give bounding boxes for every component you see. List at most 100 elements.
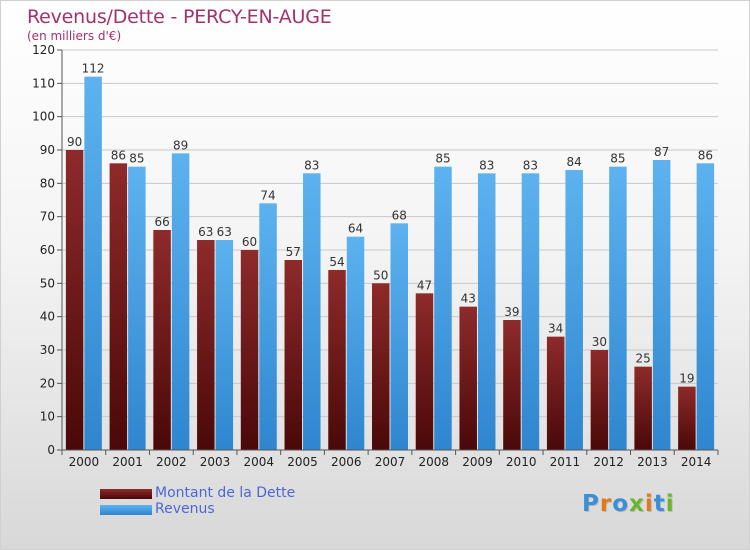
x-tick-label: 2006 [331,455,362,469]
y-tick-label: 110 [32,76,55,90]
legend-label-debt: Montant de la Dette [155,485,296,501]
x-tick-label: 2012 [593,455,624,469]
data-label-debt: 86 [111,148,126,162]
bar-debt [328,270,346,450]
bar-debt [153,230,171,450]
bar-revenue [434,166,452,450]
bar-revenue [477,173,496,451]
data-label-revenue: 64 [348,222,363,236]
x-tick-label: 2013 [637,455,668,469]
bar-revenue [521,173,540,451]
data-label-revenue: 89 [173,138,188,152]
x-tick-label: 2004 [244,455,275,469]
legend-swatch-debt [100,489,152,499]
logo-letter: x [629,491,645,517]
logo-letter: t [653,491,666,517]
data-label-revenue: 86 [698,148,713,162]
bar-debt [546,336,565,450]
data-label-revenue: 85 [610,152,625,166]
bar-debt [503,320,521,450]
x-tick-label: 2010 [506,455,537,469]
bar-revenue [84,76,102,451]
chart-title: Revenus/Dette - PERCY-EN-AUGE [27,6,332,28]
data-label-revenue: 74 [260,188,275,202]
data-label-debt: 57 [286,245,301,259]
data-label-debt: 30 [592,335,607,349]
data-label-revenue: 87 [654,145,669,159]
y-tick-label: 100 [32,110,55,124]
bar-debt [415,293,434,450]
bar-debt [459,306,477,450]
data-label-debt: 54 [329,255,344,269]
data-label-revenue: 85 [435,152,450,166]
x-tick-label: 2014 [681,455,712,469]
bar-debt [65,150,84,450]
bar-debt [678,386,696,450]
chart-subtitle: (en milliers d'€) [27,29,122,43]
legend-swatch-revenue [100,505,152,515]
y-tick-label: 0 [47,443,55,457]
bar-revenue [696,163,715,451]
y-tick-label: 90 [40,143,55,157]
x-tick-label: 2011 [550,455,581,469]
bar-revenue [346,236,365,450]
logo-letter: o [612,491,630,517]
x-tick-label: 2007 [375,455,406,469]
data-label-debt: 60 [242,235,257,249]
x-tick-label: 2005 [287,455,318,469]
bar-revenue [303,173,321,451]
data-label-debt: 66 [154,215,169,229]
y-tick-label: 120 [32,43,55,57]
logo-letter: r [599,491,613,517]
bar-revenue [565,170,583,450]
logo-letter: i [644,491,654,517]
y-tick-label: 40 [40,310,55,324]
y-tick-label: 20 [40,376,55,390]
bar-debt [240,250,259,450]
bar-debt [109,163,128,451]
bar-revenue [390,223,408,450]
y-tick-label: 70 [40,210,55,224]
data-label-debt: 47 [417,278,432,292]
data-label-debt: 34 [548,322,563,336]
data-label-debt: 63 [198,225,213,239]
data-label-debt: 43 [461,292,476,306]
bar-revenue [652,160,671,450]
x-tick-label: 2000 [69,455,100,469]
y-tick-label: 80 [40,176,55,190]
bar-revenue [215,240,234,450]
y-tick-label: 30 [40,343,55,357]
legend-label-revenue: Revenus [155,501,215,517]
y-tick-label: 10 [40,410,55,424]
y-tick-label: 50 [40,276,55,290]
x-tick-label: 2008 [418,455,449,469]
bar-debt [284,260,303,450]
data-label-debt: 39 [504,305,519,319]
y-tick-label: 60 [40,243,55,257]
bar-debt [590,350,609,450]
data-label-debt: 90 [67,135,82,149]
data-label-revenue: 84 [567,155,582,169]
data-label-debt: 19 [679,372,694,386]
bar-debt [197,240,215,450]
x-tick-label: 2009 [462,455,493,469]
bar-revenue [171,153,190,451]
data-label-revenue: 83 [479,158,494,172]
data-label-revenue: 85 [129,152,144,166]
x-tick-label: 2002 [156,455,187,469]
bar-debt [372,283,390,450]
data-label-revenue: 112 [82,62,105,76]
data-label-revenue: 63 [217,225,232,239]
data-label-revenue: 83 [304,158,319,172]
data-label-debt: 25 [636,352,651,366]
x-tick-label: 2001 [112,455,143,469]
logo-letter: i [665,491,675,517]
data-label-debt: 50 [373,268,388,282]
proxiti-logo: Proxiti [582,491,675,517]
data-label-revenue: 68 [392,208,407,222]
bar-revenue [259,203,277,450]
bar-debt [634,366,652,450]
bar-revenue [128,166,146,450]
bar-revenue [609,166,627,450]
